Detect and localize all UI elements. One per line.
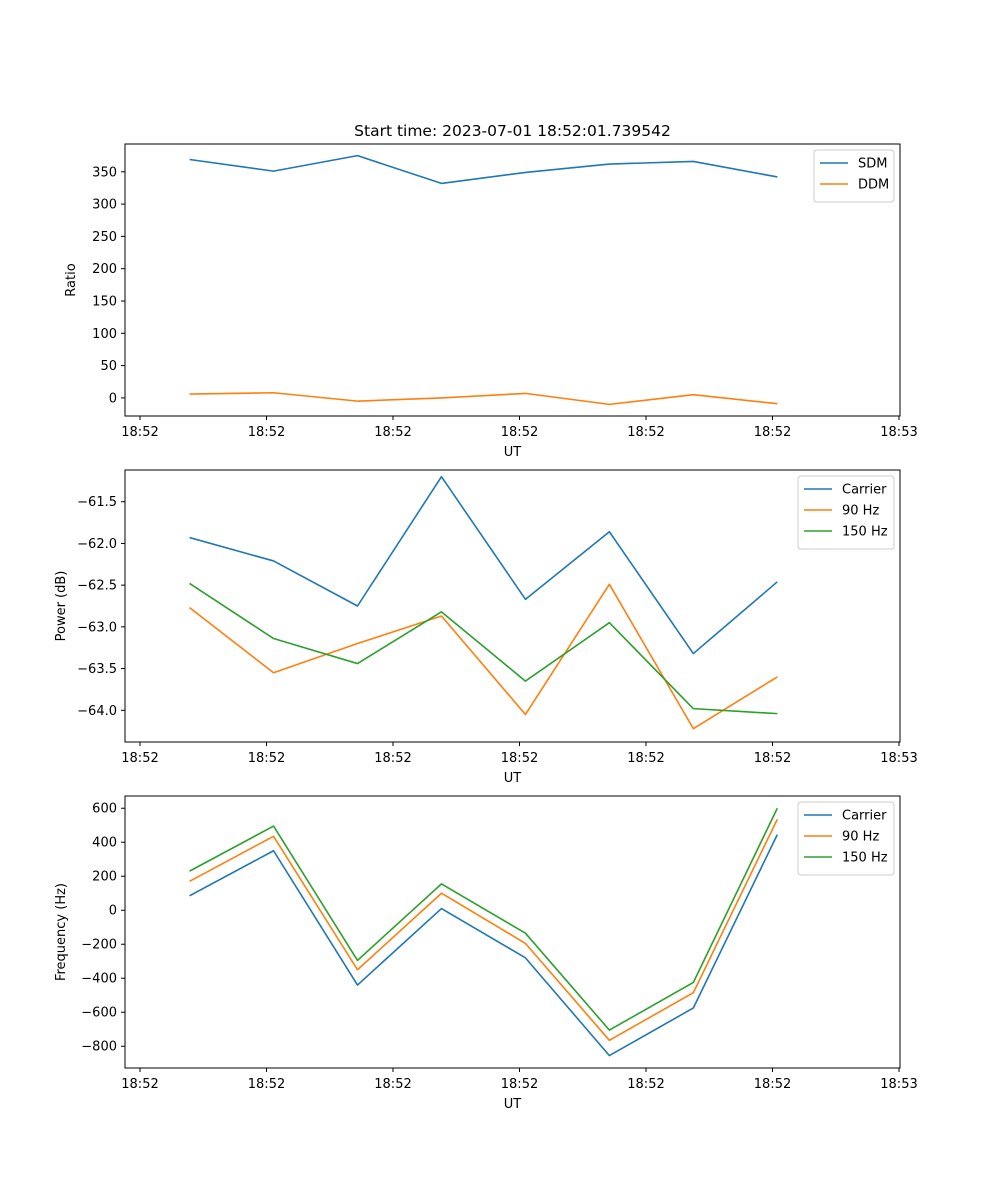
x-axis-label: UT xyxy=(504,771,522,786)
x-tick-label: 18:52 xyxy=(754,1077,791,1092)
series-line-90-hz xyxy=(189,818,779,1042)
y-tick-label: 150 xyxy=(92,294,117,309)
y-tick-label: 300 xyxy=(92,198,117,213)
x-tick-label: 18:52 xyxy=(374,425,411,440)
legend-entry: Carrier xyxy=(842,483,887,498)
plot-frame xyxy=(124,143,901,417)
legend-entry: SDM xyxy=(858,157,887,172)
chart-panel-1: Start time: 2023-07-01 18:52:01.739542 18… xyxy=(64,122,918,460)
series-line-ddm xyxy=(189,391,778,406)
y-tick-label: −64.0 xyxy=(77,704,117,719)
x-tick-label: 18:52 xyxy=(121,751,158,766)
y-tick-label: −200 xyxy=(81,938,117,953)
x-tick-label: 18:52 xyxy=(501,751,538,766)
legend: Carrier 90 Hz 150 Hz xyxy=(797,475,895,550)
x-tick-label: 18:52 xyxy=(374,751,411,766)
x-axis-label: UT xyxy=(504,1097,522,1112)
y-axis-label: Power (dB) xyxy=(54,571,69,642)
y-tick-label: 200 xyxy=(92,262,117,277)
x-tick-label: 18:52 xyxy=(248,1077,285,1092)
y-tick-label: 100 xyxy=(92,327,117,342)
x-tick-label: 18:53 xyxy=(880,751,917,766)
x-tick-label: 18:52 xyxy=(501,1077,538,1092)
x-tick-label: 18:52 xyxy=(121,425,158,440)
x-tick-label: 18:52 xyxy=(627,1077,664,1092)
y-tick-label: 200 xyxy=(92,870,117,885)
series-line-150-hz xyxy=(189,582,778,715)
x-tick-label: 18:52 xyxy=(501,425,538,440)
y-tick-label: −600 xyxy=(81,1006,117,1021)
y-tick-label: −63.0 xyxy=(77,620,117,635)
y-tick-label: −800 xyxy=(81,1040,117,1055)
y-tick-label: 600 xyxy=(92,802,117,817)
x-tick-label: 18:52 xyxy=(754,425,791,440)
y-tick-label: 50 xyxy=(100,359,117,374)
x-tick-label: 18:52 xyxy=(627,425,664,440)
y-tick-label: −61.5 xyxy=(77,495,117,510)
x-tick-label: 18:52 xyxy=(121,1077,158,1092)
plot-frame xyxy=(124,795,901,1069)
series-line-150-hz xyxy=(189,807,779,1031)
y-tick-label: 0 xyxy=(109,904,117,919)
x-tick-label: 18:52 xyxy=(374,1077,411,1092)
y-tick-label: 0 xyxy=(109,391,117,406)
legend-entry: 150 Hz xyxy=(842,851,888,866)
x-tick-label: 18:52 xyxy=(248,751,285,766)
legend: Carrier 90 Hz 150 Hz xyxy=(797,801,895,876)
y-axis-label: Frequency (Hz) xyxy=(54,883,69,981)
series-line-carrier xyxy=(189,475,778,655)
legend-entry: 90 Hz xyxy=(842,504,879,519)
y-axis-label: Ratio xyxy=(64,263,79,296)
y-tick-label: 250 xyxy=(92,230,117,245)
x-tick-label: 18:52 xyxy=(754,751,791,766)
x-tick-label: 18:53 xyxy=(880,425,917,440)
chart-panel-2: 18:52 18:52 18:52 18:52 18:52 18:52 18:53 −64.0… xyxy=(54,469,918,786)
legend-entry: DDM xyxy=(858,178,889,193)
x-tick-label: 18:53 xyxy=(880,1077,917,1092)
x-tick-label: 18:52 xyxy=(248,425,285,440)
series-line-carrier xyxy=(189,834,779,1057)
y-tick-label: 400 xyxy=(92,836,117,851)
chart-title: Start time: 2023-07-01 18:52:01.739542 xyxy=(354,122,671,140)
y-tick-label: 350 xyxy=(92,165,117,180)
legend-entry: Carrier xyxy=(842,809,887,824)
y-tick-label: −63.5 xyxy=(77,662,117,677)
y-tick-label: −400 xyxy=(81,972,117,987)
legend-entry: 90 Hz xyxy=(842,830,879,845)
legend-entry: 150 Hz xyxy=(842,525,888,540)
plot-frame xyxy=(124,469,901,743)
series-line-sdm xyxy=(189,154,778,185)
series-line-90-hz xyxy=(189,583,778,730)
x-axis-label: UT xyxy=(504,445,522,460)
y-tick-label: −62.0 xyxy=(77,537,117,552)
legend: SDM DDM xyxy=(813,149,895,203)
x-tick-label: 18:52 xyxy=(627,751,664,766)
chart-panel-3: 18:52 18:52 18:52 18:52 18:52 18:52 18:53 −800 −… xyxy=(54,795,918,1112)
y-tick-label: −62.5 xyxy=(77,579,117,594)
